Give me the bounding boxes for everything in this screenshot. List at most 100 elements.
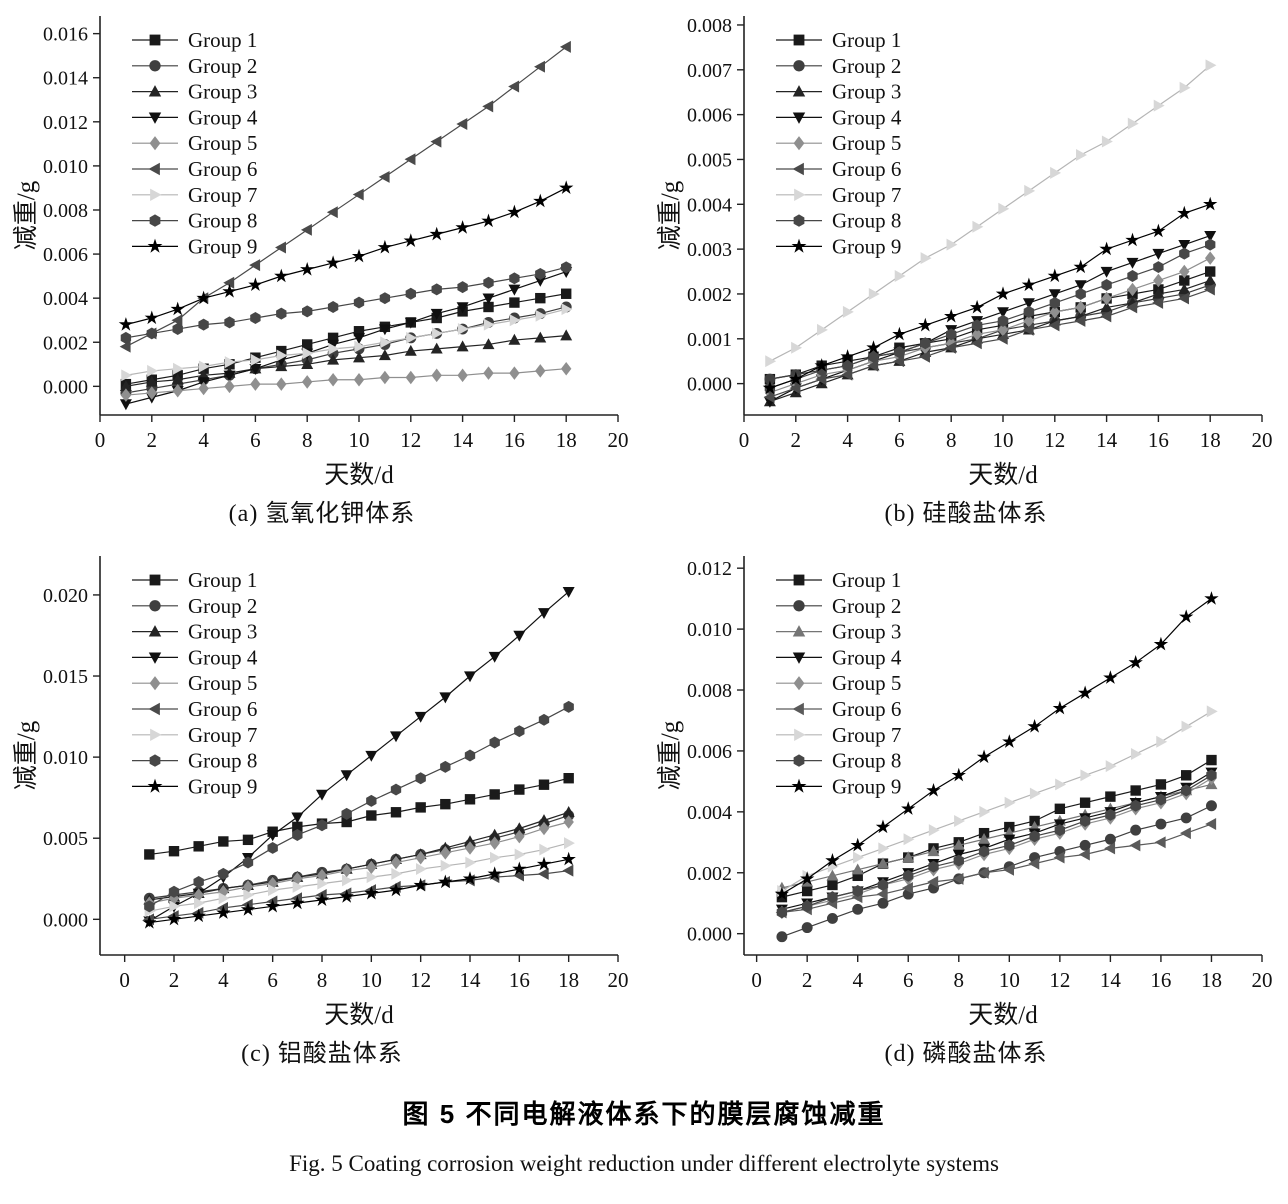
x-axis-label: 天数/d [968,1001,1038,1029]
svg-text:2: 2 [802,968,813,992]
svg-text:12: 12 [1049,968,1070,992]
svg-text:2: 2 [791,428,802,452]
svg-text:Group 8: Group 8 [832,749,901,773]
svg-text:Group 3: Group 3 [832,80,901,104]
svg-text:0.015: 0.015 [43,666,88,688]
svg-text:Group 4: Group 4 [188,645,258,669]
svg-text:Group 7: Group 7 [832,723,901,747]
svg-text:10: 10 [999,968,1020,992]
x-axis-ticks: 0 2 4 6 8 10 12 14 16 18 20 [95,415,629,452]
svg-text:10: 10 [361,968,382,992]
svg-text:20: 20 [608,968,629,992]
svg-text:0.004: 0.004 [43,288,88,310]
svg-text:Group 9: Group 9 [188,774,257,798]
svg-text:Group 4: Group 4 [832,105,902,129]
svg-text:减重/g: 减重/g [12,720,40,790]
series-group-5 [144,815,574,910]
svg-text:Group 4: Group 4 [188,105,258,129]
svg-text:0.016: 0.016 [43,24,88,46]
subplot-c-chart: 0 2 4 6 8 10 12 14 16 18 200.0000.0050.0100.0150.0… [12,556,629,1029]
svg-text:8: 8 [302,428,313,452]
subplot-b-caption: (b) 硅酸盐体系 [884,501,1048,527]
svg-text:0.000: 0.000 [687,924,732,946]
svg-text:8: 8 [954,968,965,992]
y-axis-ticks: 0.000 0.002 0.004 0.006 0.008 0.010 0.012 0.014… [43,24,100,398]
svg-text:Group 8: Group 8 [188,749,257,773]
subplot-a-chart: 0 2 4 6 8 10 12 14 16 18 200.0000.0020.0040.0060.0… [12,16,629,489]
series-group-8 [144,700,574,913]
figure-caption-zh: 图 5 不同电解液体系下的膜层腐蚀减重 [402,1099,886,1129]
svg-text:0.000: 0.000 [687,374,732,396]
svg-text:0: 0 [119,968,130,992]
svg-text:天数/d: 天数/d [968,461,1038,489]
svg-text:0.002: 0.002 [43,332,88,354]
svg-text:2: 2 [169,968,180,992]
svg-text:16: 16 [509,968,530,992]
svg-text:Group 8: Group 8 [832,209,901,233]
svg-text:8: 8 [946,428,957,452]
svg-text:0.003: 0.003 [687,239,732,261]
svg-text:Group 3: Group 3 [188,620,257,644]
svg-text:4: 4 [218,968,229,992]
svg-text:16: 16 [1150,968,1171,992]
svg-text:20: 20 [1252,968,1273,992]
svg-text:Group 2: Group 2 [832,594,901,618]
series-group-6 [763,283,1215,404]
svg-text:0.014: 0.014 [43,68,88,90]
svg-text:0.004: 0.004 [687,194,732,216]
svg-text:Group 5: Group 5 [832,131,901,155]
y-axis-ticks: 0.000 0.001 0.002 0.003 0.004 0.005 0.006 0.007… [687,15,744,396]
svg-text:Group 2: Group 2 [832,54,901,78]
svg-text:12: 12 [1044,428,1065,452]
svg-text:Group 5: Group 5 [832,671,901,695]
svg-text:0.005: 0.005 [687,149,732,171]
x-axis-ticks: 0 2 4 6 8 10 12 14 16 18 20 [751,955,1273,992]
svg-text:0.006: 0.006 [43,244,88,266]
y-axis-label: 减重/g [656,180,684,250]
x-axis-label: 天数/d [324,1001,394,1029]
svg-text:18: 18 [1201,968,1222,992]
svg-text:Group 9: Group 9 [832,234,901,258]
svg-text:18: 18 [1200,428,1221,452]
svg-text:0.002: 0.002 [687,863,732,885]
subplot-d-caption: (d) 磷酸盐体系 [884,1041,1048,1067]
svg-text:Group 1: Group 1 [188,28,257,52]
svg-text:10: 10 [349,428,370,452]
svg-text:0.006: 0.006 [687,105,732,127]
x-axis-label: 天数/d [968,461,1038,489]
series-group-1 [144,773,574,860]
svg-text:天数/d: 天数/d [324,461,394,489]
svg-text:0.006: 0.006 [687,741,732,763]
svg-text:14: 14 [1096,428,1118,452]
y-axis-ticks: 0.000 0.005 0.010 0.015 0.020 [43,585,100,931]
figure-5: 0 2 4 6 8 10 12 14 16 18 20 0.000 0.002 0.004 0.006 0.0… [12,15,1273,1176]
svg-text:Group 3: Group 3 [832,620,901,644]
series-group-1 [120,288,572,390]
series-group-2 [143,810,575,904]
svg-text:6: 6 [250,428,261,452]
svg-text:Group 1: Group 1 [188,568,257,592]
svg-text:14: 14 [1100,968,1122,992]
svg-text:0: 0 [95,428,106,452]
svg-text:Group 7: Group 7 [188,723,257,747]
series-group-2 [120,301,572,399]
series-group-9 [118,180,574,331]
svg-text:Group 8: Group 8 [188,209,257,233]
series-group-3 [763,274,1217,407]
svg-text:0.020: 0.020 [43,585,88,607]
svg-text:Group 9: Group 9 [188,234,257,258]
svg-text:Group 1: Group 1 [832,28,901,52]
svg-text:Group 2: Group 2 [188,594,257,618]
svg-text:Group 1: Group 1 [832,568,901,592]
svg-text:14: 14 [460,968,482,992]
svg-text:Group 5: Group 5 [188,671,257,695]
svg-text:Group 6: Group 6 [188,697,257,721]
svg-text:0.001: 0.001 [687,329,732,351]
svg-text:减重/g: 减重/g [656,720,684,790]
svg-text:12: 12 [400,428,421,452]
svg-text:0.010: 0.010 [43,156,88,178]
x-axis-ticks: 0 2 4 6 8 10 12 14 16 18 20 [119,955,629,992]
series-group-9 [142,851,576,929]
series-group-7 [144,837,575,918]
